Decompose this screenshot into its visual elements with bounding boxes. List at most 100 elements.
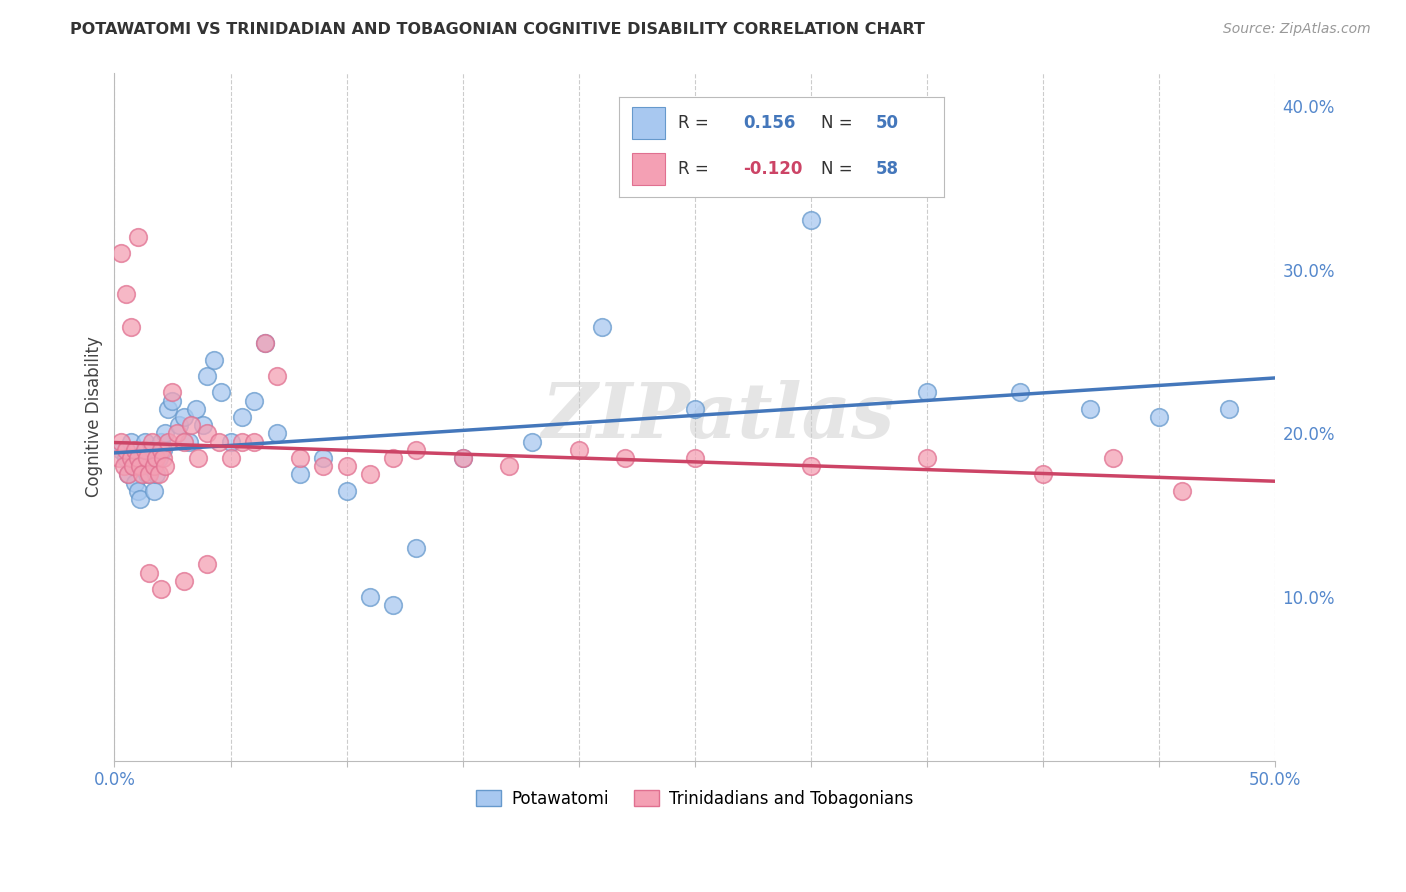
Point — [110, 442, 132, 457]
Point — [117, 467, 139, 482]
Point — [155, 426, 177, 441]
Point — [135, 450, 157, 465]
Point — [152, 442, 174, 457]
Point — [131, 450, 153, 465]
Point — [149, 442, 172, 457]
Point — [148, 467, 170, 482]
Point — [195, 426, 218, 441]
Point — [149, 582, 172, 596]
Point — [142, 483, 165, 498]
Point — [382, 599, 405, 613]
Point — [336, 459, 359, 474]
Point — [138, 459, 160, 474]
Point — [149, 434, 172, 449]
Point — [451, 450, 474, 465]
Point — [120, 320, 142, 334]
Point — [800, 213, 823, 227]
Point — [110, 246, 132, 260]
Text: POTAWATOMI VS TRINIDADIAN AND TOBAGONIAN COGNITIVE DISABILITY CORRELATION CHART: POTAWATOMI VS TRINIDADIAN AND TOBAGONIAN… — [70, 22, 925, 37]
Point — [195, 369, 218, 384]
Point — [800, 459, 823, 474]
Point — [1078, 401, 1101, 416]
Point — [614, 450, 637, 465]
Point — [195, 558, 218, 572]
Point — [115, 442, 138, 457]
Text: ZIPatlas: ZIPatlas — [541, 380, 894, 454]
Point — [242, 434, 264, 449]
Point — [184, 401, 207, 416]
Point — [915, 450, 938, 465]
Point — [138, 566, 160, 580]
Point — [138, 467, 160, 482]
Point — [145, 467, 167, 482]
Y-axis label: Cognitive Disability: Cognitive Disability — [86, 336, 103, 498]
Point — [127, 483, 149, 498]
Point — [522, 434, 544, 449]
Point — [219, 434, 242, 449]
Point — [209, 385, 232, 400]
Point — [145, 450, 167, 465]
Point — [124, 475, 146, 490]
Point — [254, 336, 277, 351]
Point — [202, 352, 225, 367]
Point — [219, 450, 242, 465]
Point — [254, 336, 277, 351]
Text: Source: ZipAtlas.com: Source: ZipAtlas.com — [1223, 22, 1371, 37]
Point — [127, 229, 149, 244]
Point — [142, 459, 165, 474]
Point — [120, 450, 142, 465]
Point — [110, 434, 132, 449]
Point — [498, 459, 520, 474]
Point — [231, 410, 253, 425]
Point — [127, 450, 149, 465]
Point — [336, 483, 359, 498]
Point — [312, 459, 335, 474]
Point — [112, 459, 135, 474]
Point — [266, 369, 288, 384]
Point — [208, 434, 231, 449]
Point — [122, 459, 145, 474]
Point — [135, 467, 157, 482]
Point — [173, 434, 195, 449]
Point — [156, 434, 179, 449]
Point — [177, 434, 200, 449]
Point — [173, 410, 195, 425]
Point — [1101, 450, 1123, 465]
Point — [242, 393, 264, 408]
Point — [115, 450, 138, 465]
Point — [173, 574, 195, 588]
Point — [1147, 410, 1170, 425]
Point — [1218, 401, 1240, 416]
Point — [359, 467, 381, 482]
Point — [1008, 385, 1031, 400]
Point — [115, 287, 138, 301]
Legend: Potawatomi, Trinidadians and Tobagonians: Potawatomi, Trinidadians and Tobagonians — [470, 783, 920, 814]
Point — [191, 418, 214, 433]
Point — [120, 434, 142, 449]
Point — [169, 418, 191, 433]
Point — [156, 401, 179, 416]
Point — [134, 434, 156, 449]
Point — [1032, 467, 1054, 482]
Point — [1171, 483, 1194, 498]
Point — [166, 426, 188, 441]
Point — [124, 442, 146, 457]
Point — [591, 320, 613, 334]
Point — [683, 401, 706, 416]
Point — [405, 442, 427, 457]
Point — [117, 467, 139, 482]
Point — [162, 393, 184, 408]
Point — [141, 434, 163, 449]
Point — [108, 450, 131, 465]
Point — [162, 385, 184, 400]
Point — [359, 591, 381, 605]
Point — [288, 467, 311, 482]
Point — [155, 459, 177, 474]
Point — [152, 450, 174, 465]
Point — [312, 450, 335, 465]
Point — [451, 450, 474, 465]
Point — [231, 434, 253, 449]
Point — [141, 442, 163, 457]
Point — [915, 385, 938, 400]
Point — [187, 450, 209, 465]
